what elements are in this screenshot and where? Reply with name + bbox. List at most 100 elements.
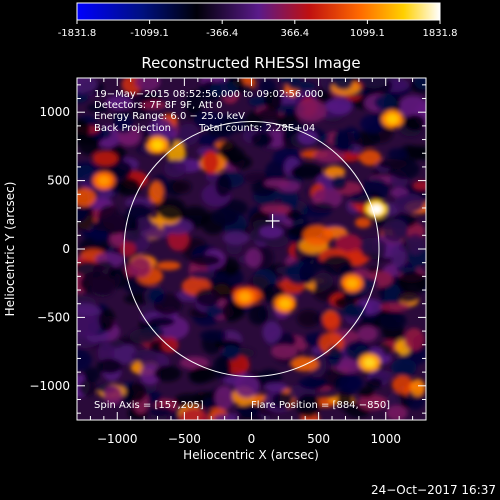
heatmap-blob [331,175,347,191]
heatmap-blob [129,256,152,278]
axis-tick-labels: −1000 −500 0 500 1000 −1000 −500 0 500 1000 [29,105,401,446]
heatmap-blob [303,225,334,246]
y-axis-label: Heliocentric Y (arcsec) [3,182,17,317]
heatmap-blob [262,321,282,344]
heatmap-blob [164,159,187,178]
heatmap-blob [321,254,353,275]
heatmap-blob [355,217,372,229]
heatmap-blob [189,270,215,280]
heatmap-blob [141,100,167,110]
heatmap-blob [148,316,176,327]
heatmap-blob [213,355,232,380]
heatmap-blob [90,274,116,295]
heatmap-blob [149,406,173,416]
heatmap-blob [379,311,407,330]
y-tick-label: −1000 [29,379,70,393]
annotation-method: Back Projection [94,123,171,134]
heatmap-blob [221,344,241,361]
y-tick-label: 1000 [39,105,70,119]
hot-spot [363,357,376,368]
heatmap-blob [410,378,426,397]
heatmap-blob [98,308,116,332]
heatmap-blob [202,150,219,174]
heatmap-blob [313,272,334,291]
heatmap-blob [335,233,362,252]
heatmap-blob [406,233,425,255]
colorbar-tick-label: -1099.1 [130,28,169,39]
heatmap-blob [298,376,327,390]
heatmap-blob [378,158,408,169]
heatmap-blob [77,165,95,182]
heatmap-blob [77,78,98,94]
heatmap-blob [209,80,239,98]
heatmap-blob [338,373,362,394]
heatmap-blob [86,103,110,113]
heatmap-blob [381,218,409,243]
heatmap-blob [413,180,426,190]
heatmap-blob [77,348,92,372]
heatmap-blob [148,288,165,304]
heatmap-blob [271,392,293,409]
heatmap-blob [215,174,232,198]
heatmap-blob [234,374,260,398]
heatmap-blob [77,303,99,315]
heatmap-blob [92,150,118,166]
heatmap-blob [106,95,132,110]
heatmap-blob [387,148,408,160]
axis-ticks [77,78,426,420]
heatmap-blob [161,337,179,353]
heatmap-blob [83,367,100,383]
heatmap-blob [390,243,407,268]
heatmap-blob [113,115,134,134]
heatmap-blob [359,78,389,89]
heatmap-blob [77,315,101,338]
heatmap-blob [135,78,161,91]
heatmap-blob [177,123,200,146]
x-tick-label: 500 [307,432,330,446]
colorbar-tick-label: 1099.1 [350,28,385,39]
heatmap-blob [251,132,274,147]
chart-title: Reconstructed RHESSI Image [141,54,360,72]
heatmap-blob [131,349,159,363]
heatmap-blob [197,134,219,146]
annotation-spin-axis: Spin Axis = [157,205] [94,400,204,411]
heatmap-blob [139,228,170,239]
heatmap-blob [218,140,238,160]
annotation-flare-position: Flare Position = [884,−850] [251,400,390,411]
heatmap-blob [205,305,224,318]
hot-spot [238,291,251,302]
heatmap-blob [190,254,221,267]
heatmap-blob [193,111,223,129]
heatmap-blob [391,375,413,394]
hot-spot [386,114,399,125]
x-tick-label: −500 [168,432,201,446]
heatmap-blob [309,202,335,212]
colorbar-tick-label: -1831.8 [58,28,97,39]
heatmap-blob [77,202,89,222]
y-tick-label: 500 [47,174,70,188]
heatmap-blob [128,90,146,112]
heatmap-blob [365,378,383,389]
heatmap-blob [109,160,133,179]
heatmap-blob [264,179,290,188]
hot-spot [279,298,292,309]
x-tick-label: 0 [248,432,256,446]
heatmap-blob [96,358,123,374]
heatmap-blob [77,261,103,276]
heatmap-blob [355,317,380,330]
heatmap-blob [156,197,186,221]
heatmap-blob [348,191,375,205]
heatmap-blob [260,204,292,214]
heatmap-blob [326,345,342,368]
heatmap-blob [148,181,164,204]
heatmap-blob [332,129,350,153]
heatmap-blob [404,327,424,351]
heatmap-blob [122,230,140,244]
heatmap-blob [156,261,181,271]
heatmap-blob [120,241,136,257]
annotation-block: 19−May−2015 08:52:56.000 to 09:02:56.000… [94,89,390,411]
heatmap-blob [172,180,192,194]
heatmap-blob [404,145,426,159]
heatmap-blob [195,288,221,307]
